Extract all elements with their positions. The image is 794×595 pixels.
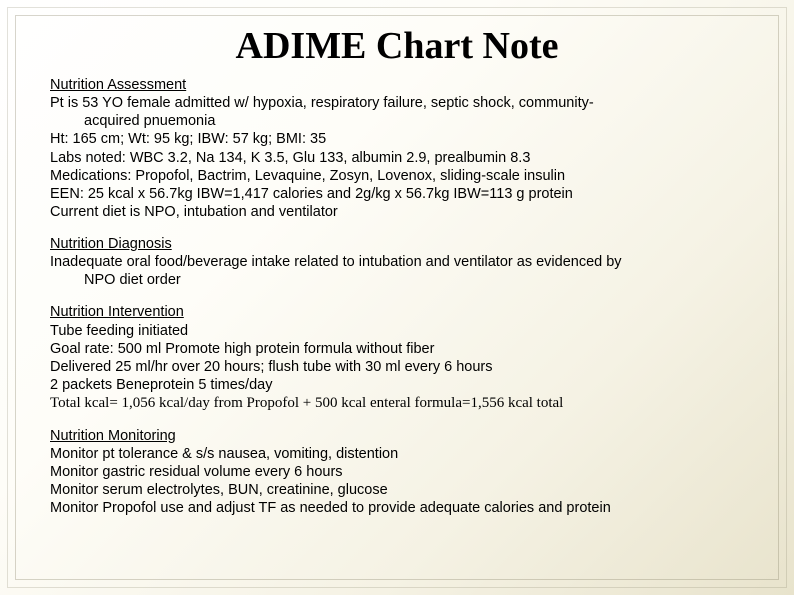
monitoring-line: Monitor pt tolerance & s/s nausea, vomit… — [50, 445, 744, 463]
intervention-line: Delivered 25 ml/hr over 20 hours; flush … — [50, 358, 744, 376]
monitoring-heading: Nutrition Monitoring — [50, 427, 744, 445]
assessment-line-cont: acquired pnuemonia — [50, 112, 744, 130]
assessment-line: Current diet is NPO, intubation and vent… — [50, 203, 744, 221]
intervention-line: 2 packets Beneprotein 5 times/day — [50, 376, 744, 394]
intervention-heading: Nutrition Intervention — [50, 303, 744, 321]
assessment-line: Labs noted: WBC 3.2, Na 134, K 3.5, Glu … — [50, 149, 744, 167]
slide-content: ADIME Chart Note Nutrition Assessment Pt… — [50, 18, 744, 577]
section-diagnosis: Nutrition Diagnosis Inadequate oral food… — [50, 235, 744, 289]
assessment-line: Medications: Propofol, Bactrim, Levaquin… — [50, 167, 744, 185]
intervention-line: Goal rate: 500 ml Promote high protein f… — [50, 340, 744, 358]
intervention-line: Tube feeding initiated — [50, 322, 744, 340]
section-monitoring: Nutrition Monitoring Monitor pt toleranc… — [50, 427, 744, 518]
section-intervention: Nutrition Intervention Tube feeding init… — [50, 303, 744, 412]
assessment-line: Ht: 165 cm; Wt: 95 kg; IBW: 57 kg; BMI: … — [50, 130, 744, 148]
assessment-line: EEN: 25 kcal x 56.7kg IBW=1,417 calories… — [50, 185, 744, 203]
monitoring-line: Monitor gastric residual volume every 6 … — [50, 463, 744, 481]
intervention-line-total: Total kcal= 1,056 kcal/day from Propofol… — [50, 394, 744, 413]
monitoring-line: Monitor serum electrolytes, BUN, creatin… — [50, 481, 744, 499]
slide-title: ADIME Chart Note — [50, 24, 744, 68]
assessment-line: Pt is 53 YO female admitted w/ hypoxia, … — [50, 94, 744, 112]
monitoring-line: Monitor Propofol use and adjust TF as ne… — [50, 499, 744, 517]
diagnosis-line-cont: NPO diet order — [50, 271, 744, 289]
diagnosis-line: Inadequate oral food/beverage intake rel… — [50, 253, 744, 271]
slide-frame: ADIME Chart Note Nutrition Assessment Pt… — [0, 0, 794, 595]
assessment-heading: Nutrition Assessment — [50, 76, 744, 94]
diagnosis-heading: Nutrition Diagnosis — [50, 235, 744, 253]
section-assessment: Nutrition Assessment Pt is 53 YO female … — [50, 76, 744, 221]
